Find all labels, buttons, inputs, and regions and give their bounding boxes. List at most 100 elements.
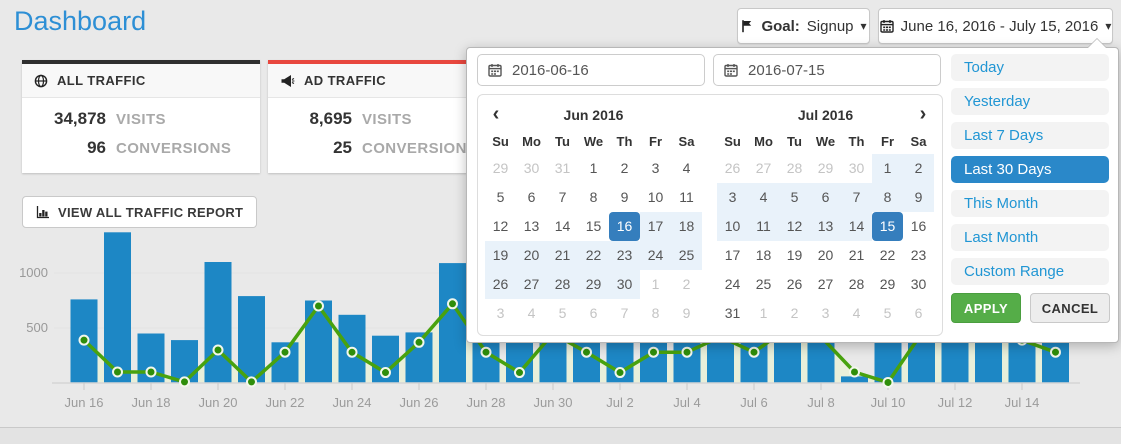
calendar-day[interactable]: 7 [620, 305, 629, 321]
goal-dropdown-button[interactable]: Goal: Signup ▾ [737, 8, 870, 44]
calendar-day[interactable]: 4 [682, 160, 691, 176]
preset-yesterday[interactable]: Yesterday [951, 88, 1109, 115]
calendar-day[interactable]: 5 [558, 305, 567, 321]
calendar-day[interactable]: 3 [717, 183, 748, 212]
calendar-day[interactable]: 29 [879, 276, 896, 292]
calendar-day[interactable]: 30 [523, 160, 540, 176]
start-date-input[interactable] [510, 60, 694, 80]
calendar-day[interactable]: 19 [485, 241, 516, 270]
preset-custom-range[interactable]: Custom Range [951, 258, 1109, 285]
calendar-day[interactable]: 2 [620, 160, 629, 176]
calendar-day[interactable]: 23 [910, 247, 927, 263]
calendar-day[interactable]: 30 [910, 276, 927, 292]
calendar-day[interactable]: 22 [879, 247, 896, 263]
calendar-day[interactable]: 13 [810, 212, 841, 241]
calendar-day[interactable]: 14 [554, 218, 571, 234]
calendar-day[interactable]: 20 [516, 241, 547, 270]
calendar-day[interactable]: 10 [647, 189, 664, 205]
calendar-day[interactable]: 21 [547, 241, 578, 270]
calendar-day[interactable]: 22 [578, 241, 609, 270]
calendar-day[interactable]: 6 [589, 305, 598, 321]
calendar-day[interactable]: 7 [558, 189, 567, 205]
calendar-day[interactable]: 2 [903, 154, 934, 183]
calendar-day[interactable]: 29 [817, 160, 834, 176]
calendar-day[interactable]: 17 [640, 212, 671, 241]
preset-last-30-days[interactable]: Last 30 Days [951, 156, 1109, 183]
calendar-day[interactable]: 6 [810, 183, 841, 212]
calendar-day[interactable]: 20 [817, 247, 834, 263]
calendar-day[interactable]: 17 [724, 247, 741, 263]
calendar-day[interactable]: 15 [585, 218, 602, 234]
calendar-day[interactable]: 11 [748, 212, 779, 241]
calendar-day[interactable]: 28 [786, 160, 803, 176]
calendar-day[interactable]: 30 [609, 270, 640, 299]
calendar-day[interactable]: 26 [724, 160, 741, 176]
calendar-day[interactable]: 30 [848, 160, 865, 176]
calendar-day[interactable]: 3 [651, 160, 660, 176]
calendar-day[interactable]: 8 [872, 183, 903, 212]
calendar-day[interactable]: 13 [523, 218, 540, 234]
calendar-day[interactable]: 26 [485, 270, 516, 299]
apply-button[interactable]: APPLY [951, 293, 1021, 323]
calendar-day[interactable]: 5 [883, 305, 892, 321]
calendar-day[interactable]: 4 [527, 305, 536, 321]
calendar-day[interactable]: 18 [671, 212, 702, 241]
calendar-day[interactable]: 10 [717, 212, 748, 241]
calendar-day[interactable]: 31 [554, 160, 571, 176]
calendar-day[interactable]: 4 [852, 305, 861, 321]
calendar-day[interactable]: 25 [755, 276, 772, 292]
preset-last-month[interactable]: Last Month [951, 224, 1109, 251]
date-range-button[interactable]: June 16, 2016 - July 15, 2016 ▾ [878, 8, 1113, 44]
calendar-day[interactable]: 25 [671, 241, 702, 270]
calendar-day[interactable]: 8 [651, 305, 660, 321]
calendar-day[interactable]: 9 [903, 183, 934, 212]
calendar-day[interactable]: 5 [496, 189, 505, 205]
calendar-day[interactable]: 12 [779, 212, 810, 241]
calendar-day[interactable]: 27 [755, 160, 772, 176]
calendar-day[interactable]: 1 [759, 305, 768, 321]
end-date-field[interactable] [713, 54, 941, 86]
calendar-day[interactable]: 1 [589, 160, 598, 176]
calendar-day[interactable]: 1 [651, 276, 660, 292]
calendar-day[interactable]: 11 [679, 189, 694, 205]
calendar-day[interactable]: 3 [821, 305, 830, 321]
calendar-day[interactable]: 28 [547, 270, 578, 299]
calendar-day[interactable]: 8 [589, 189, 598, 205]
calendar-day[interactable]: 31 [724, 305, 741, 321]
calendar-day[interactable]: 28 [848, 276, 865, 292]
calendar-day[interactable]: 18 [755, 247, 772, 263]
calendar-day[interactable]: 7 [841, 183, 872, 212]
calendar-day[interactable]: 29 [578, 270, 609, 299]
calendar-day[interactable]: 2 [682, 276, 691, 292]
calendar-day[interactable]: 27 [516, 270, 547, 299]
calendar-day[interactable]: 12 [492, 218, 509, 234]
calendar-day[interactable]: 26 [786, 276, 803, 292]
calendar-day[interactable]: 4 [748, 183, 779, 212]
end-date-input[interactable] [746, 60, 930, 80]
calendar-day[interactable]: 24 [724, 276, 741, 292]
calendar-day[interactable]: 5 [779, 183, 810, 212]
calendar-day[interactable]: 2 [790, 305, 799, 321]
calendar-day[interactable]: 3 [496, 305, 505, 321]
start-date-field[interactable] [477, 54, 705, 86]
calendar-day[interactable]: 19 [786, 247, 803, 263]
preset-last-7-days[interactable]: Last 7 Days [951, 122, 1109, 149]
calendar-day[interactable]: 1 [872, 154, 903, 183]
cancel-button[interactable]: CANCEL [1030, 293, 1110, 323]
calendar-day[interactable]: 6 [914, 305, 923, 321]
calendar-day[interactable]: 21 [848, 247, 865, 263]
prev-month-arrow-icon[interactable]: ‹ [492, 103, 500, 125]
calendar-day[interactable]: 23 [609, 241, 640, 270]
preset-today[interactable]: Today [951, 54, 1109, 81]
calendar-day[interactable]: 16 [609, 212, 640, 241]
calendar-day[interactable]: 15 [872, 212, 903, 241]
next-month-arrow-icon[interactable]: › [919, 103, 927, 125]
calendar-day[interactable]: 9 [682, 305, 691, 321]
calendar-day[interactable]: 16 [910, 218, 927, 234]
calendar-day[interactable]: 29 [492, 160, 509, 176]
calendar-day[interactable]: 9 [620, 189, 629, 205]
view-all-traffic-report-button[interactable]: VIEW ALL TRAFFIC REPORT [22, 196, 258, 228]
preset-this-month[interactable]: This Month [951, 190, 1109, 217]
calendar-day[interactable]: 14 [841, 212, 872, 241]
calendar-day[interactable]: 24 [640, 241, 671, 270]
